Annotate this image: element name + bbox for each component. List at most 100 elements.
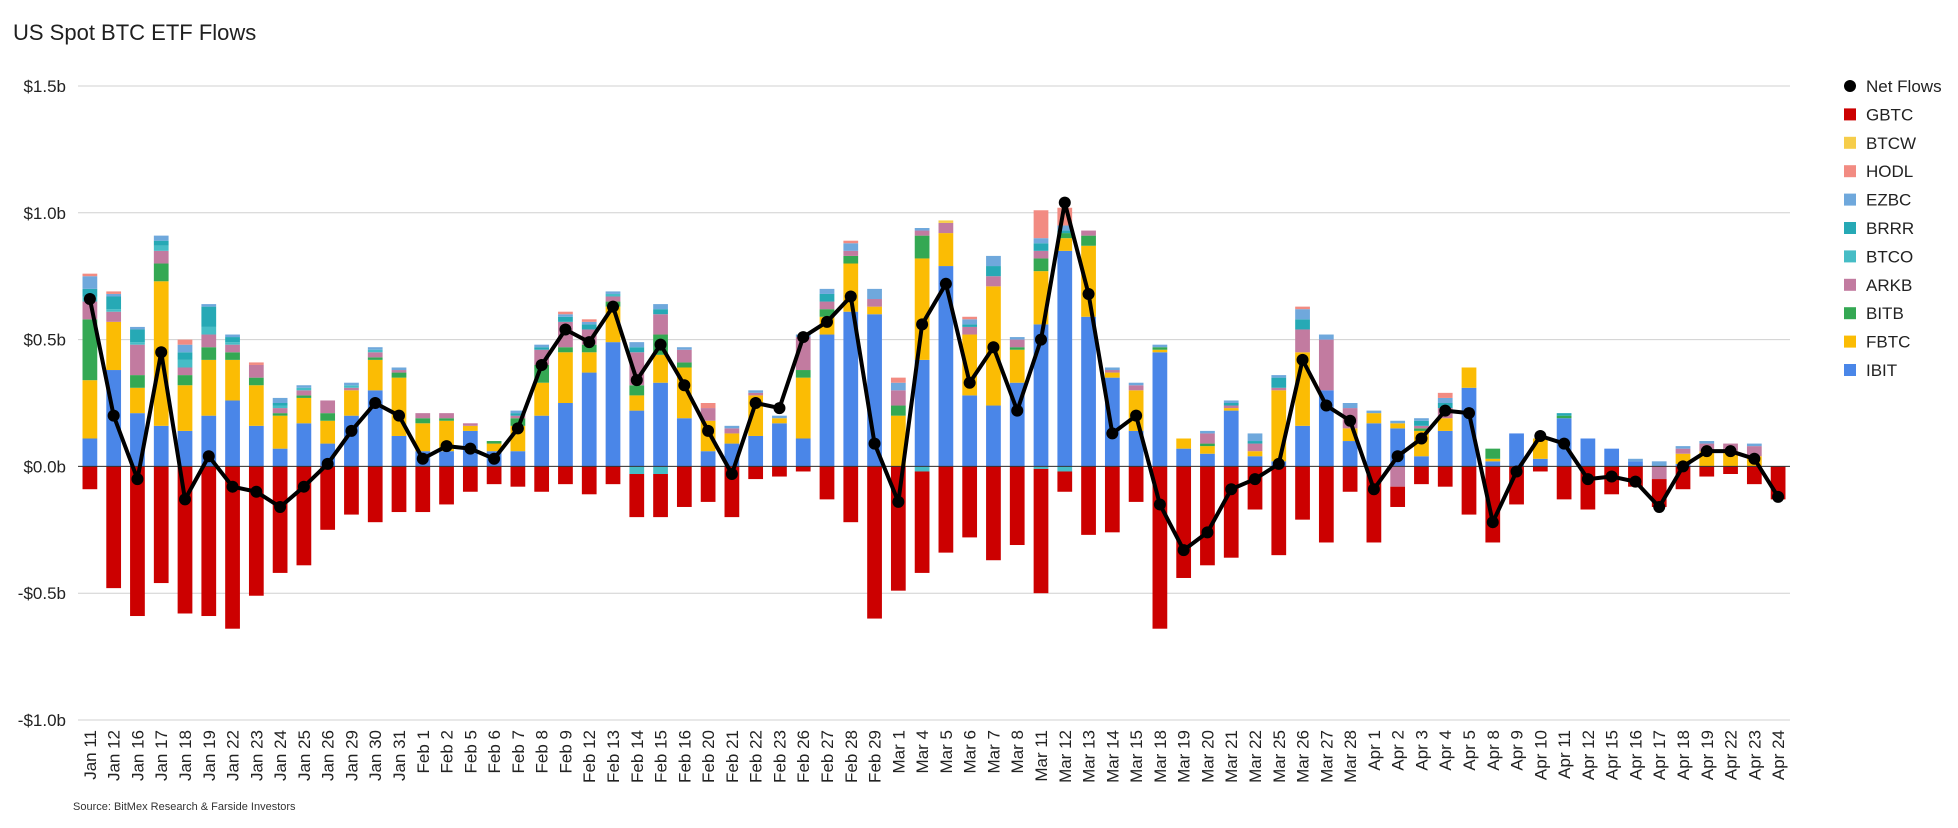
bar-gbtc: [795, 466, 811, 472]
bar-bitb: [676, 362, 692, 368]
bar-ibit: [177, 430, 193, 467]
bar-fbtc: [1366, 413, 1382, 424]
bar-ibit: [748, 435, 764, 467]
net-flows-point: [393, 409, 405, 422]
net-flows-point: [464, 442, 477, 455]
x-tick-label: Feb 23: [770, 730, 789, 783]
bar-ibit: [700, 451, 716, 467]
bar-ibit: [676, 418, 692, 467]
net-flows-point: [1486, 516, 1499, 529]
bar-ezbc: [843, 243, 859, 251]
bar-ibit: [82, 438, 98, 467]
bar-ezbc: [819, 288, 835, 294]
x-tick-label: Apr 24: [1769, 730, 1788, 780]
bar-fbtc: [890, 415, 906, 467]
bar-fbtc: [1081, 245, 1096, 317]
bar-fbtc: [938, 233, 954, 267]
bar-gbtc: [1009, 466, 1025, 546]
x-tick-label: Apr 8: [1484, 730, 1503, 771]
net-flows-point: [131, 473, 144, 486]
net-flows-point: [1653, 500, 1666, 513]
bar-btco: [272, 405, 288, 409]
x-tick-label: Jan 22: [224, 730, 243, 781]
bar-brrr: [1033, 243, 1049, 251]
x-tick-label: Mar 13: [1080, 730, 1099, 783]
bar-fbtc: [1057, 238, 1073, 251]
x-tick-label: Mar 7: [984, 730, 1003, 773]
net-flows-point: [1367, 483, 1380, 496]
bar-arkb: [1651, 466, 1667, 480]
bar-gbtc: [320, 466, 336, 530]
bar-arkb: [867, 299, 882, 307]
bar-fbtc: [724, 433, 740, 444]
bar-arkb: [605, 296, 621, 302]
bar-arkb: [1223, 405, 1239, 409]
bar-fbtc: [1390, 423, 1406, 429]
bar-fbtc: [320, 420, 336, 444]
bar-bitb: [1414, 428, 1429, 431]
bar-brrr: [201, 306, 217, 327]
bar-hodl: [581, 319, 597, 322]
bar-gbtc: [1247, 466, 1263, 510]
bar-fbtc: [1247, 451, 1263, 457]
x-tick-label: Feb 14: [628, 730, 647, 783]
bar-gbtc: [225, 466, 240, 629]
bar-fbtc: [867, 306, 882, 315]
bar-brrr: [1556, 413, 1572, 416]
bar-arkb: [938, 222, 954, 234]
bar-hodl: [843, 240, 859, 244]
x-tick-label: Feb 9: [556, 730, 575, 773]
bar-btco: [629, 466, 645, 475]
bar-gbtc: [201, 466, 217, 617]
bar-gbtc: [819, 466, 835, 500]
net-flows-point: [155, 346, 168, 359]
bar-ezbc: [177, 344, 193, 353]
x-tick-label: Feb 15: [652, 730, 671, 783]
x-tick-label: Feb 6: [485, 730, 504, 773]
bar-brrr: [986, 266, 1001, 277]
bar-bitb: [843, 255, 859, 264]
bar-ibit: [296, 423, 312, 467]
bar-arkb: [1271, 387, 1287, 391]
bar-btco: [130, 342, 145, 345]
bar-bitb: [1152, 347, 1168, 350]
net-flows-point: [725, 468, 738, 481]
x-tick-label: Jan 31: [390, 730, 409, 781]
legend-swatch-btco: [1844, 250, 1856, 263]
net-flows-point: [654, 338, 667, 351]
x-tick-label: Apr 18: [1674, 730, 1693, 780]
bar-brrr: [1414, 420, 1429, 426]
bar-bitb: [439, 418, 454, 421]
bar-btco: [367, 349, 383, 353]
bar-ezbc: [724, 425, 740, 429]
bar-ibit: [1485, 461, 1501, 467]
bar-arkb: [367, 352, 383, 358]
net-flows-point: [987, 341, 1000, 354]
x-tick-label: Feb 13: [604, 730, 623, 783]
legend: Net Flows GBTC BTCW HODL EZBC BRRR BTCO ARKB BIT…: [1844, 77, 1942, 380]
bar-bitb: [1081, 235, 1096, 246]
bar-hodl: [248, 362, 264, 365]
bar-gbtc: [1390, 486, 1406, 507]
bar-brrr: [1295, 319, 1310, 330]
bar-ibit: [843, 311, 859, 467]
net-flows-point: [535, 358, 548, 371]
net-flows-point: [179, 493, 191, 506]
bar-ibit: [795, 438, 811, 467]
bar-ezbc: [867, 288, 882, 300]
bar-ibit: [225, 400, 240, 467]
bar-arkb: [700, 408, 716, 421]
net-flows-point: [1082, 287, 1095, 300]
bars: [82, 207, 1786, 629]
bar-fbtc: [415, 423, 431, 452]
legend-label: BRRR: [1866, 219, 1914, 238]
bar-arkb: [296, 390, 312, 396]
bar-gbtc: [1081, 466, 1096, 535]
bar-gbtc: [153, 466, 169, 584]
bar-gbtc: [1699, 466, 1715, 477]
bar-arkb: [1675, 448, 1691, 454]
x-tick-label: Jan 23: [247, 730, 266, 781]
bar-bitb: [177, 375, 193, 386]
x-tick-label: Feb 7: [509, 730, 528, 773]
x-tick-label: Mar 21: [1222, 730, 1241, 783]
